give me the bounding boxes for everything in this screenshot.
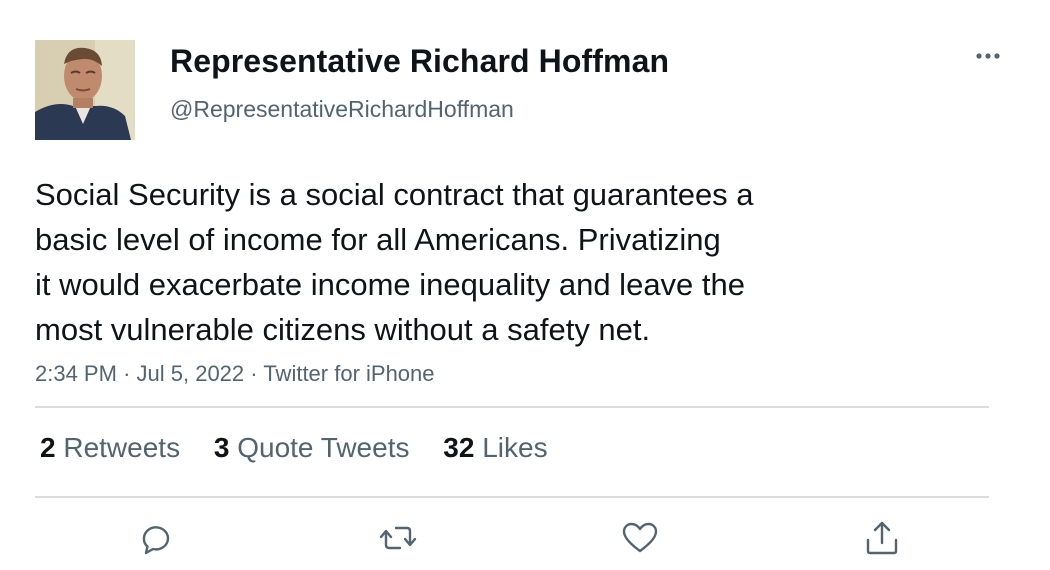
retweet-button[interactable] — [378, 518, 418, 558]
meta-separator: · — [250, 361, 258, 386]
tweet-source[interactable]: Twitter for iPhone — [263, 361, 435, 386]
retweet-icon — [379, 526, 417, 550]
tweet-text-line: Social Security is a social contract tha… — [35, 177, 754, 212]
share-button[interactable] — [862, 518, 902, 558]
retweets-stat[interactable]: 2 Retweets — [40, 432, 180, 464]
avatar[interactable] — [35, 40, 135, 140]
quote-tweets-label: Quote Tweets — [237, 432, 410, 463]
reply-icon — [142, 526, 170, 555]
tweet-metadata: 2:34 PM · Jul 5, 2022 · Twitter for iPho… — [35, 361, 435, 387]
quote-tweets-count: 3 — [213, 432, 230, 463]
tweet-date[interactable]: Jul 5, 2022 — [136, 361, 245, 386]
more-dots-icon — [976, 53, 1000, 59]
likes-stat[interactable]: 32 Likes — [443, 432, 547, 464]
retweets-label: Retweets — [63, 432, 181, 463]
divider — [35, 406, 989, 408]
like-button[interactable] — [620, 518, 660, 558]
share-icon — [866, 521, 898, 555]
tweet-text: Social Security is a social contract tha… — [35, 172, 895, 352]
tweet-text-line: it would exacerbate income inequality an… — [35, 267, 746, 302]
divider — [35, 496, 989, 498]
heart-icon — [622, 522, 658, 553]
username-handle[interactable]: @RepresentativeRichardHoffman — [170, 96, 514, 122]
display-name[interactable]: Representative Richard Hoffman — [170, 43, 670, 79]
tweet-text-line: most vulnerable citizens without a safet… — [35, 312, 651, 347]
tweet-time[interactable]: 2:34 PM — [35, 361, 117, 386]
reply-button[interactable] — [135, 518, 175, 558]
likes-count: 32 — [443, 432, 475, 463]
retweets-count: 2 — [40, 432, 56, 463]
avatar-photo — [35, 40, 135, 140]
more-options-button[interactable] — [968, 44, 1008, 68]
tweet-text-line: basic level of income for all Americans.… — [35, 222, 721, 257]
meta-separator: · — [123, 361, 131, 386]
engagement-stats: 2 Retweets 3 Quote Tweets 32 Likes — [40, 432, 574, 464]
likes-label: Likes — [482, 432, 548, 463]
quote-tweets-stat[interactable]: 3 Quote Tweets — [214, 432, 410, 464]
